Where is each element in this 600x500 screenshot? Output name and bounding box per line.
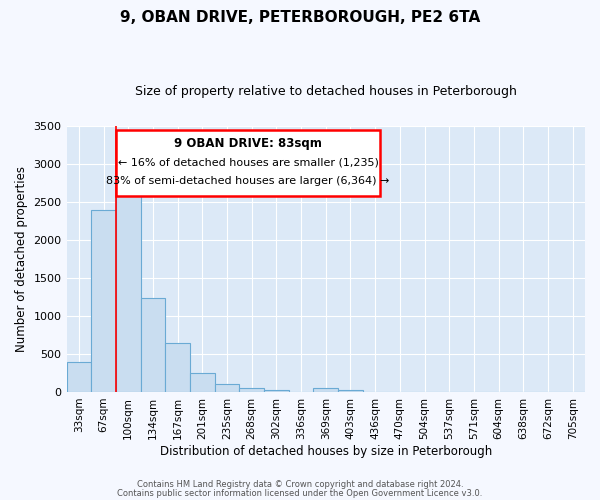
- X-axis label: Distribution of detached houses by size in Peterborough: Distribution of detached houses by size …: [160, 444, 492, 458]
- Bar: [67, 362, 91, 392]
- Bar: [116, 194, 140, 392]
- Bar: [190, 372, 215, 392]
- Text: Contains public sector information licensed under the Open Government Licence v3: Contains public sector information licen…: [118, 488, 482, 498]
- Y-axis label: Number of detached properties: Number of detached properties: [15, 166, 28, 352]
- Bar: [140, 298, 165, 392]
- Bar: [239, 388, 264, 392]
- Bar: [264, 390, 289, 392]
- Bar: [165, 343, 190, 392]
- Bar: [338, 390, 363, 392]
- Title: Size of property relative to detached houses in Peterborough: Size of property relative to detached ho…: [135, 85, 517, 98]
- Text: Contains HM Land Registry data © Crown copyright and database right 2024.: Contains HM Land Registry data © Crown c…: [137, 480, 463, 489]
- FancyBboxPatch shape: [116, 130, 380, 196]
- Text: ← 16% of detached houses are smaller (1,235): ← 16% of detached houses are smaller (1,…: [118, 158, 379, 168]
- Text: 9, OBAN DRIVE, PETERBOROUGH, PE2 6TA: 9, OBAN DRIVE, PETERBOROUGH, PE2 6TA: [120, 10, 480, 25]
- Text: 9 OBAN DRIVE: 83sqm: 9 OBAN DRIVE: 83sqm: [174, 137, 322, 150]
- Bar: [215, 384, 239, 392]
- Bar: [313, 388, 338, 392]
- Bar: [91, 210, 116, 392]
- Text: 83% of semi-detached houses are larger (6,364) →: 83% of semi-detached houses are larger (…: [106, 176, 389, 186]
